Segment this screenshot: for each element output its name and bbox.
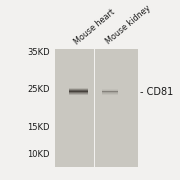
Bar xyxy=(69,92,88,93)
Bar xyxy=(69,89,88,91)
Bar xyxy=(69,91,88,93)
Bar xyxy=(102,94,118,95)
Bar xyxy=(102,91,118,92)
Text: 10KD: 10KD xyxy=(27,150,50,159)
Bar xyxy=(102,93,118,94)
Bar xyxy=(102,90,118,91)
Text: 15KD: 15KD xyxy=(27,123,50,132)
Bar xyxy=(69,90,88,92)
Bar xyxy=(102,92,118,93)
Text: 25KD: 25KD xyxy=(27,85,50,94)
Bar xyxy=(95,49,138,167)
Bar xyxy=(102,91,118,92)
Text: Mouse heart: Mouse heart xyxy=(73,7,117,46)
Bar xyxy=(69,94,88,95)
Text: - CD81: - CD81 xyxy=(140,87,174,97)
Bar xyxy=(69,93,88,94)
Bar xyxy=(102,89,118,90)
Bar xyxy=(69,88,88,90)
Text: Mouse kidney: Mouse kidney xyxy=(104,4,153,46)
Bar xyxy=(55,49,94,167)
Text: 35KD: 35KD xyxy=(27,48,50,57)
